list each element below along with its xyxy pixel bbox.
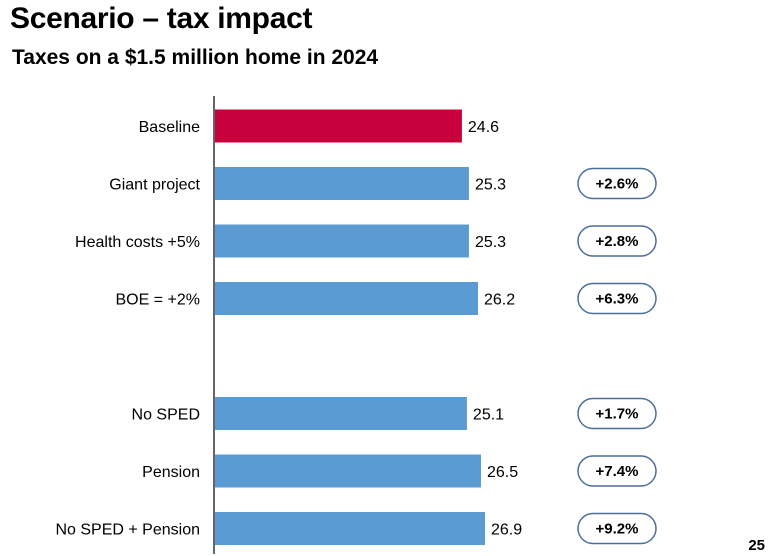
bar-no-sped	[215, 397, 467, 430]
bar-no-sped-pension	[215, 512, 485, 545]
change-label-boe-2: +6.3%	[596, 291, 639, 308]
bar-health-costs-5	[215, 224, 469, 258]
bar-giant-project	[215, 167, 469, 200]
slide-title: Scenario – tax impact	[10, 2, 313, 35]
page-number: 25	[748, 537, 765, 554]
category-label-boe-2: BOE = +2%	[116, 292, 201, 309]
change-badge-pension	[577, 455, 657, 487]
category-label-pension: Pension	[142, 464, 200, 481]
bar-boe-2	[215, 282, 478, 315]
change-badge-giant-project	[577, 167, 657, 200]
change-badge-health-costs-5	[577, 225, 657, 257]
change-label-health-costs-5: +2.8%	[596, 233, 639, 250]
category-label-giant-project: Giant project	[109, 177, 200, 194]
value-label-health-costs-5: 25.3	[475, 234, 506, 251]
bar-pension	[215, 454, 481, 488]
change-label-no-sped: +1.7%	[596, 406, 639, 423]
change-badge-boe-2	[577, 282, 657, 315]
chart-subtitle: Taxes on a $1.5 million home in 2024	[12, 46, 379, 69]
category-label-no-sped: No SPED	[132, 407, 200, 424]
change-badge-no-sped	[577, 397, 657, 430]
value-label-giant-project: 25.3	[475, 177, 506, 194]
change-label-no-sped-pension: +9.2%	[596, 521, 639, 538]
change-label-pension: +7.4%	[596, 463, 639, 480]
category-label-health-costs-5: Health costs +5%	[75, 234, 200, 251]
value-label-pension: 26.5	[487, 464, 518, 481]
change-label-giant-project: +2.6%	[596, 176, 639, 193]
category-label-no-sped-pension: No SPED + Pension	[55, 522, 200, 539]
category-label-baseline: Baseline	[139, 119, 200, 136]
value-label-no-sped: 25.1	[473, 407, 504, 424]
change-badge-no-sped-pension	[577, 512, 657, 545]
value-label-boe-2: 26.2	[484, 292, 515, 309]
bar-baseline	[215, 109, 462, 143]
value-label-no-sped-pension: 26.9	[491, 522, 522, 539]
value-label-baseline: 24.6	[468, 119, 499, 136]
